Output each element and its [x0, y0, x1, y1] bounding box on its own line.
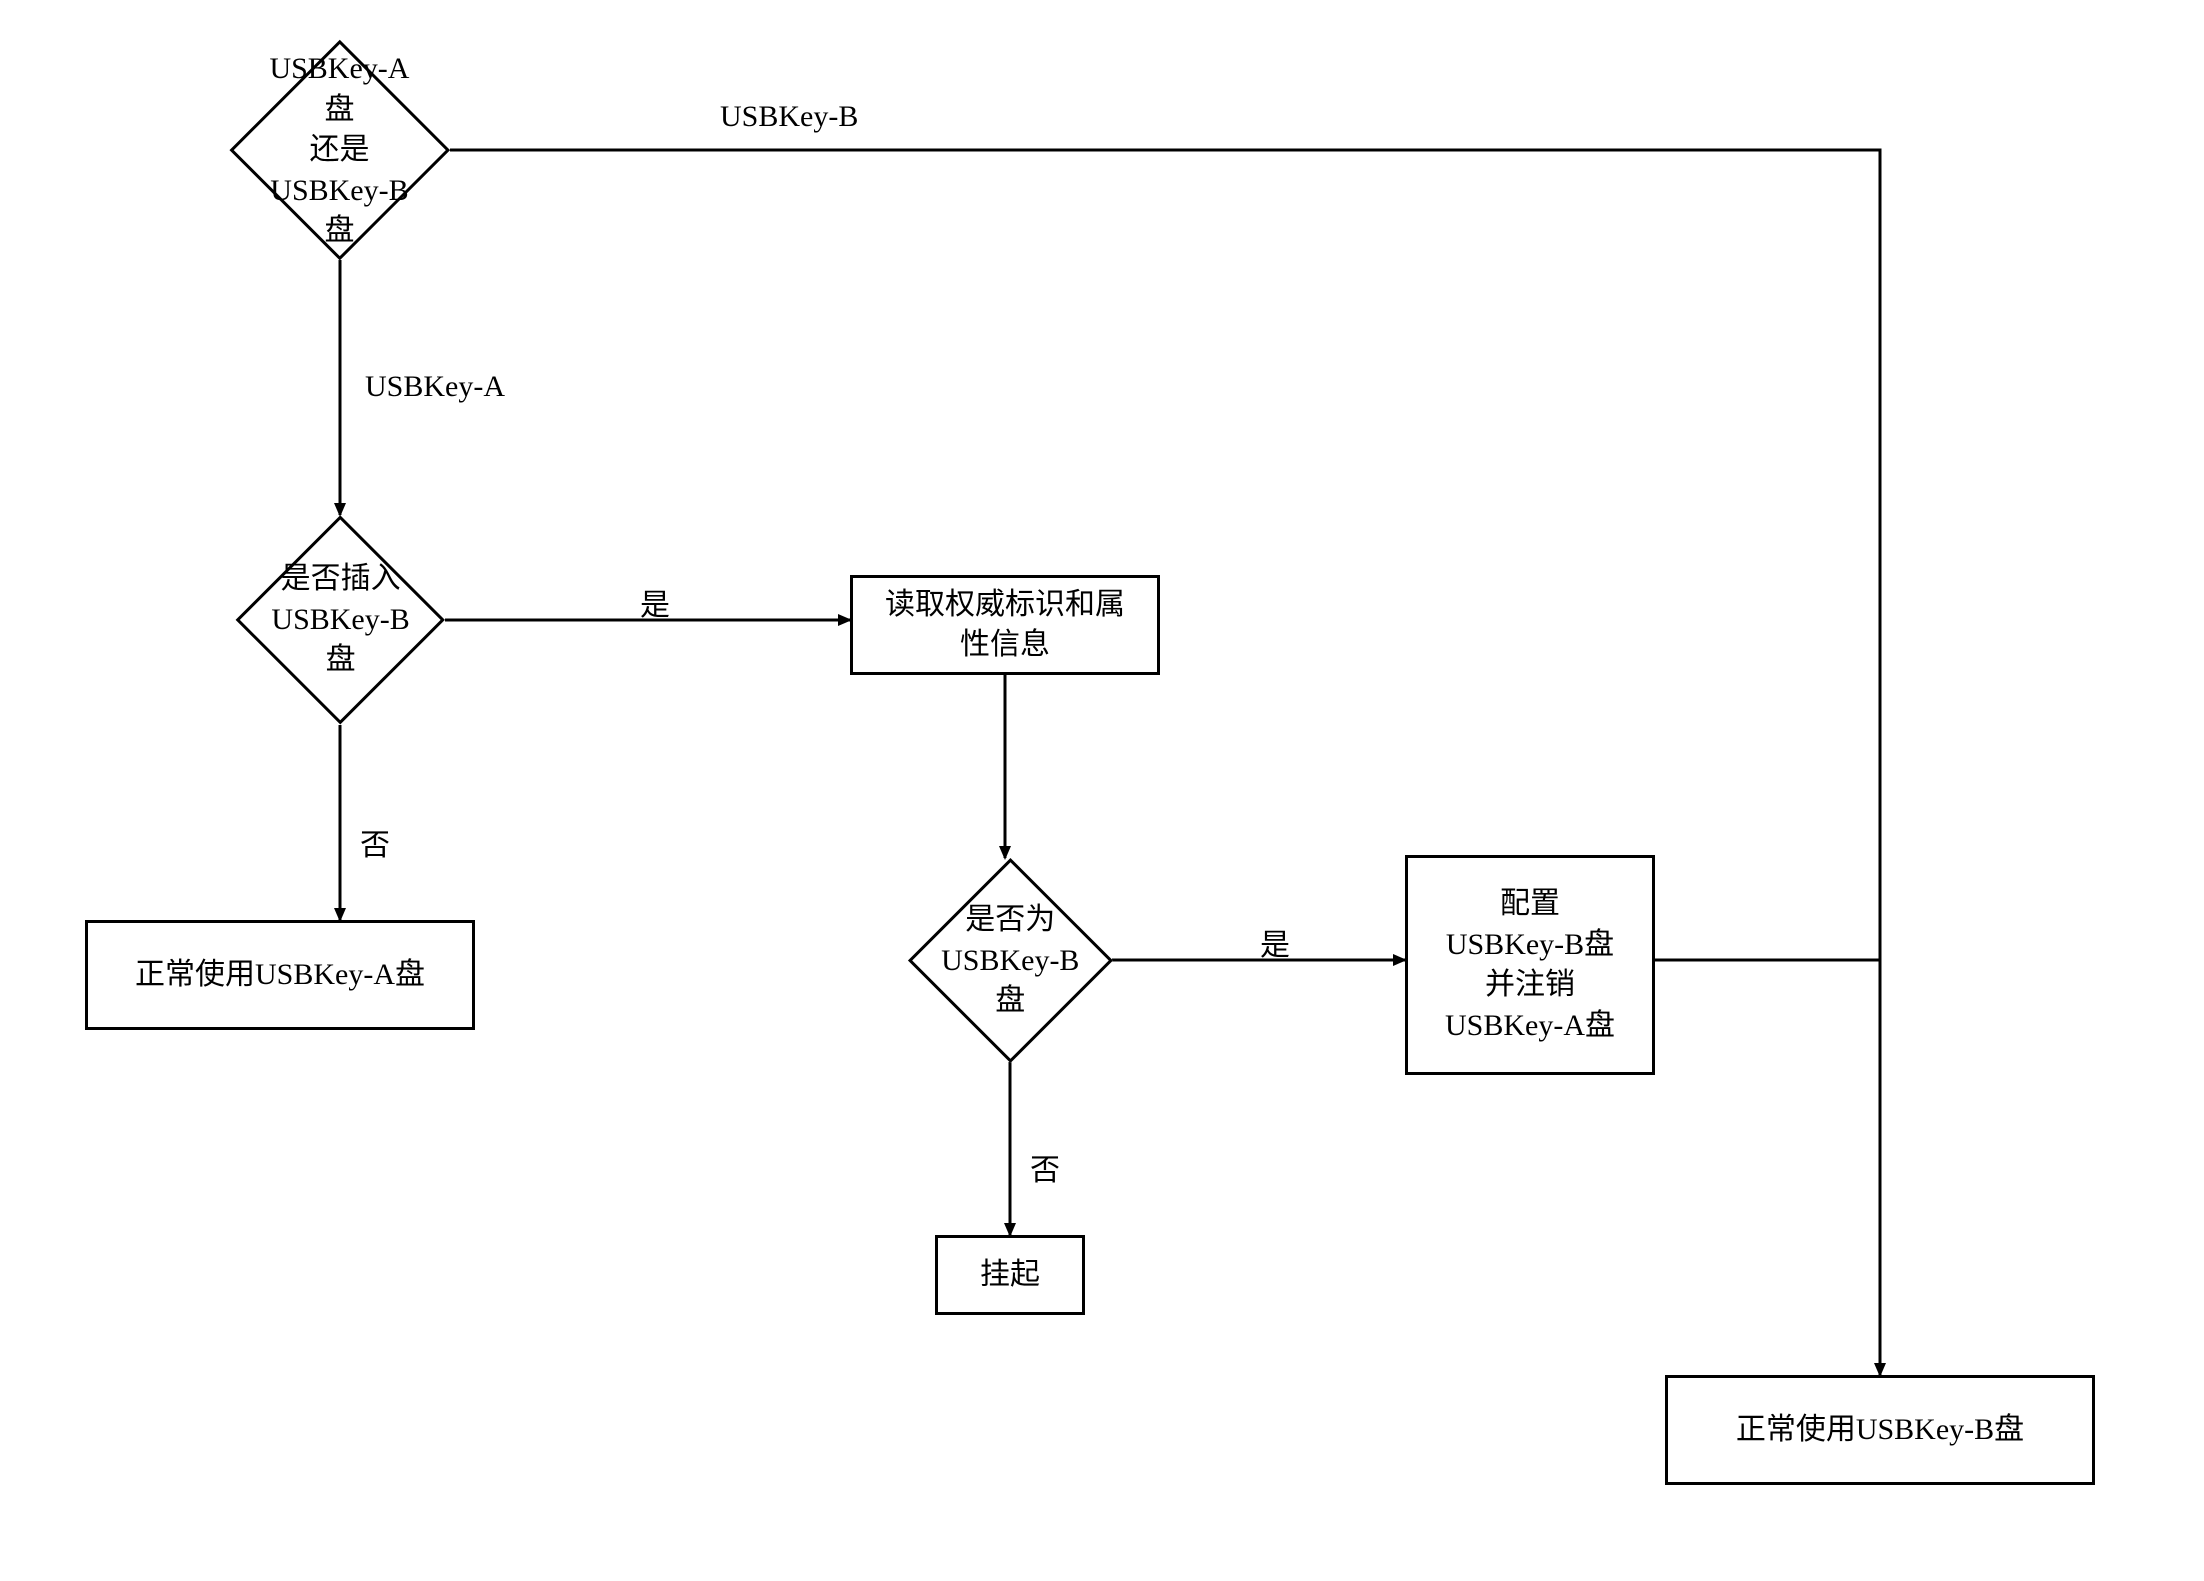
decision-insert-b: 是否插入USBKey-B盘 [235, 515, 445, 725]
edge-label-d1-d2: USBKey-A [365, 370, 505, 404]
flowchart-canvas: USBKey-A盘还是USBKey-B盘 是否插入USBKey-B盘 正常使用U… [0, 0, 2204, 1581]
edge-d1-r5 [450, 150, 1880, 1375]
decision-is-b: 是否为USBKey-B盘 [907, 857, 1112, 1062]
process-read-authority: 读取权威标识和属性信息 [850, 575, 1160, 675]
edge-label-d2-r2: 是 [640, 580, 670, 624]
edge-label-d2-r1: 否 [360, 820, 390, 864]
node-label: 正常使用USBKey-B盘 [1736, 1410, 2024, 1451]
node-label: 是否插入USBKey-B盘 [269, 559, 411, 681]
edge-label-d3-r4: 是 [1260, 920, 1290, 964]
node-label: 正常使用USBKey-A盘 [135, 955, 425, 996]
process-use-b: 正常使用USBKey-B盘 [1665, 1375, 2095, 1485]
node-label: 是否为USBKey-B盘 [941, 899, 1080, 1021]
edge-label-d1-r5: USBKey-B [720, 100, 858, 134]
node-label: 挂起 [980, 1255, 1040, 1296]
process-use-a: 正常使用USBKey-A盘 [85, 920, 475, 1030]
node-label: 读取权威标识和属性信息 [885, 585, 1125, 666]
node-label: 配置USBKey-B盘并注销USBKey-A盘 [1445, 884, 1615, 1046]
decision-usbkey-type: USBKey-A盘还是USBKey-B盘 [230, 40, 450, 260]
node-label: USBKey-A盘还是USBKey-B盘 [265, 49, 415, 252]
process-configure-b: 配置USBKey-B盘并注销USBKey-A盘 [1405, 855, 1655, 1075]
process-suspend: 挂起 [935, 1235, 1085, 1315]
edge-label-d3-r3: 否 [1030, 1145, 1060, 1189]
